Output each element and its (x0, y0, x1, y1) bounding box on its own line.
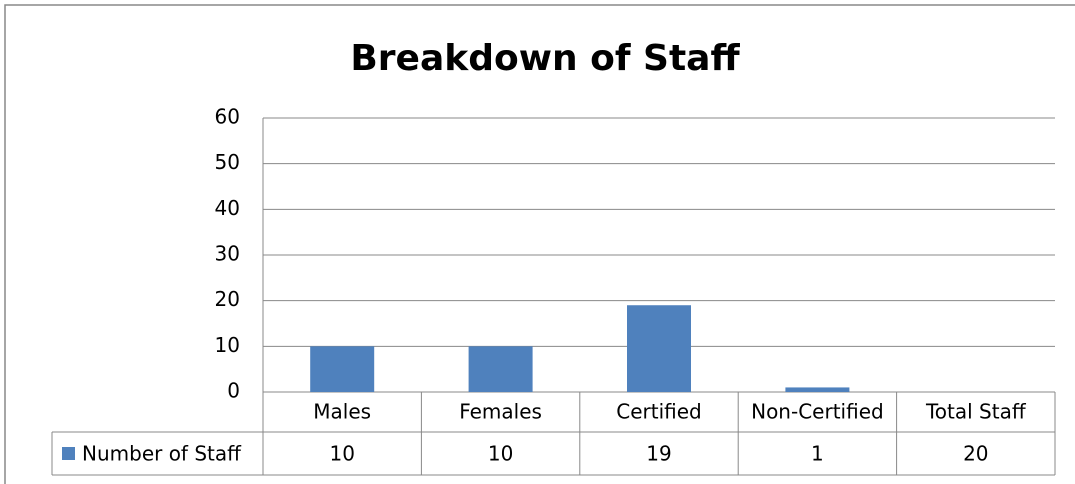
y-tick-label: 10 (215, 333, 240, 357)
legend-label: Number of Staff (82, 442, 242, 466)
x-tick-label: Males (313, 400, 371, 424)
table-cell: 1 (811, 442, 824, 466)
y-tick-label: 60 (215, 105, 240, 129)
table-cell: 10 (488, 442, 513, 466)
legend-key (62, 447, 75, 460)
bar (785, 387, 850, 392)
x-tick-label: Certified (616, 400, 702, 424)
y-tick-label: 50 (215, 150, 240, 174)
x-tick-label: Females (459, 400, 542, 424)
y-tick-label: 30 (215, 242, 240, 266)
y-tick-label: 20 (215, 287, 240, 311)
table-cell: 19 (646, 442, 671, 466)
y-tick-label: 0 (227, 379, 240, 403)
table-cell: 20 (963, 442, 988, 466)
chart-title: Breakdown of Staff (350, 38, 740, 79)
bar (468, 346, 533, 392)
bar (310, 346, 375, 392)
x-tick-label: Total Staff (925, 400, 1027, 424)
x-tick-label: Non-Certified (751, 400, 884, 424)
y-tick-label: 40 (215, 196, 240, 220)
bar (627, 305, 691, 392)
table-cell: 10 (329, 442, 354, 466)
